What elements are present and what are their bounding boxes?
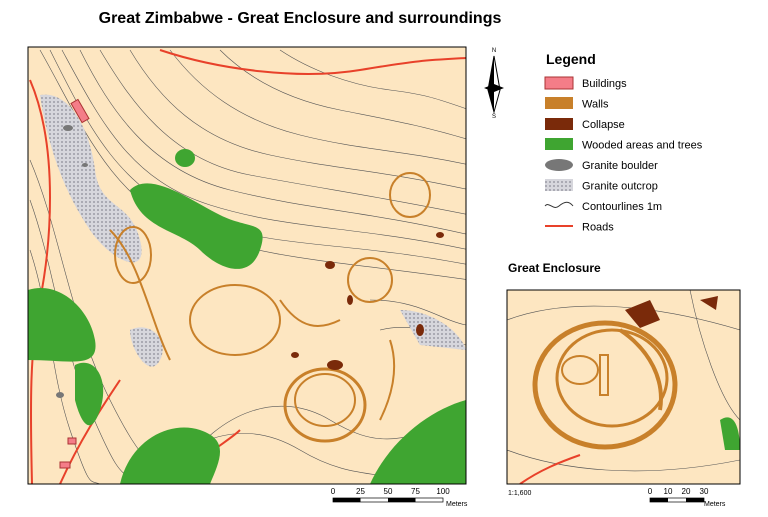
scale-label: 75 <box>411 487 420 496</box>
legend-swatch <box>544 201 574 208</box>
granite-boulders <box>56 125 88 398</box>
legend-label: Buildings <box>582 78 627 90</box>
scale-unit: Meters <box>704 501 726 508</box>
legend: Legend Buildings Walls Collapse Wooded area… <box>544 51 703 234</box>
scale-label: 100 <box>436 487 450 496</box>
scale-unit: Meters <box>446 501 468 508</box>
legend-label: Granite boulder <box>582 160 658 172</box>
granite-outcrops <box>40 94 466 367</box>
legend-label: Roads <box>582 222 614 234</box>
legend-swatch <box>545 138 573 150</box>
scale-label: 20 <box>682 487 691 496</box>
north-arrow: N S <box>484 48 504 120</box>
inset-map <box>507 290 740 484</box>
scale-label: 0 <box>331 487 336 496</box>
north-label: N <box>492 48 496 54</box>
legend-label: Collapse <box>582 119 625 131</box>
scale-label: 50 <box>384 487 393 496</box>
scale-bar: 0 25 50 75 100 Meters <box>331 487 468 508</box>
scale-label: 25 <box>356 487 365 496</box>
inset-scale: 1:1,600 <box>508 490 531 497</box>
collapse <box>291 232 444 370</box>
legend-swatch <box>545 159 573 171</box>
inset-scale-bar: 0 10 20 30 Meters <box>648 487 726 508</box>
legend-title: Legend <box>546 51 596 67</box>
legend-swatch <box>545 179 573 191</box>
wooded-areas <box>28 149 466 484</box>
legend-label: Wooded areas and trees <box>582 140 703 152</box>
scale-label: 10 <box>664 487 673 496</box>
main-map <box>28 47 466 484</box>
scale-label: 0 <box>648 487 653 496</box>
legend-swatch <box>545 118 573 130</box>
inset-title: Great Enclosure <box>508 261 601 275</box>
legend-label: Contourlines 1m <box>582 201 662 213</box>
legend-label: Walls <box>582 99 609 111</box>
legend-label: Granite outcrop <box>582 181 658 193</box>
scale-label: 30 <box>700 487 709 496</box>
map-title: Great Zimbabwe - Great Enclosure and sur… <box>99 10 502 27</box>
legend-swatch <box>545 97 573 109</box>
walls <box>109 172 431 443</box>
buildings <box>59 98 90 469</box>
legend-swatch <box>544 76 574 90</box>
south-label: S <box>492 114 496 120</box>
